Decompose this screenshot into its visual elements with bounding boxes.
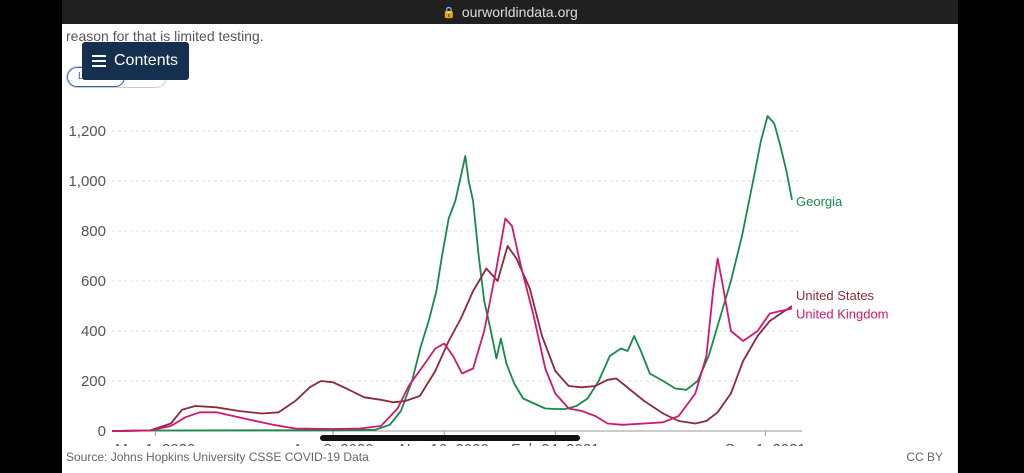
series-line [111,245,793,432]
page-panel: reason for that is limited testing. LINE… [62,24,958,473]
right-letterbox [958,0,1024,473]
series-label: United Kingdom [796,307,889,322]
series-label: Georgia [796,194,843,209]
intro-text: reason for that is limited testing. [66,28,264,44]
y-tick-label: 200 [81,373,106,390]
url-text: ourworldindata.org [461,4,578,20]
series-label: United States [796,288,875,303]
x-tick-label: Feb 24, 2021 [511,441,599,446]
x-tick-label: Nov 16, 2020 [400,441,489,446]
y-tick-label: 400 [81,323,106,340]
contents-label: Contents [114,52,179,69]
x-tick-label: Aug 8, 2020 [293,441,374,446]
menu-icon [92,55,106,67]
series-line [111,115,793,432]
contents-button[interactable]: Contents [82,42,189,80]
license-link[interactable]: CC BY [906,450,943,464]
home-indicator [320,435,580,441]
x-tick-label: Mar 1, 2020 [115,441,195,446]
y-tick-label: 0 [98,423,106,440]
address-bar[interactable]: 🔒 ourworldindata.org [62,0,958,24]
y-tick-label: 800 [81,223,106,240]
lock-icon: 🔒 [442,6,456,19]
line-chart: 0 200 400 600 800 1,000 1,200 Mar 1, 2020 Aug 8,… [68,115,889,446]
series-line [111,217,793,432]
y-tick-label: 1,200 [68,123,106,140]
x-tick-label: Sep 1, 2021 [725,441,806,446]
y-tick-label: 1,000 [68,173,106,190]
left-letterbox [0,0,62,473]
source-note: Source: Johns Hopkins University CSSE CO… [66,450,369,464]
y-tick-label: 600 [81,273,106,290]
